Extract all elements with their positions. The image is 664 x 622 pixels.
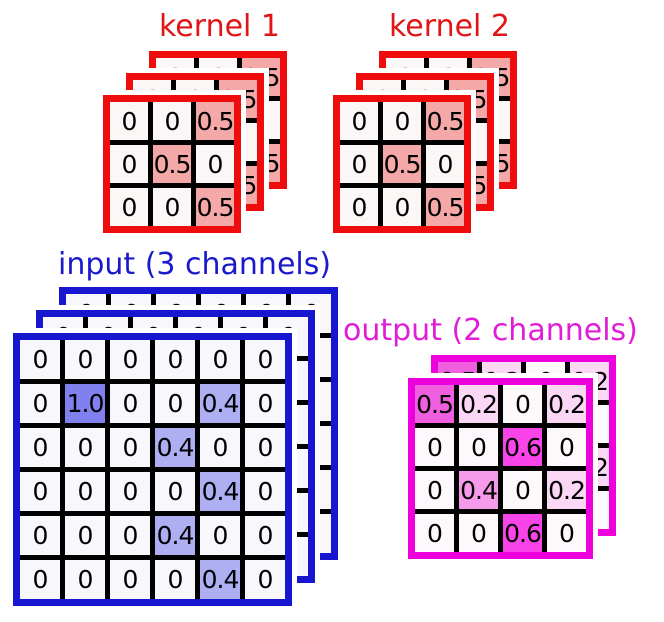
matrix-cell: 0.4 [155, 516, 195, 555]
matrix-cell: 0.6 [503, 428, 542, 466]
matrix-cell: 0 [65, 516, 105, 555]
matrix-cell: 0.5 [196, 102, 234, 140]
kernel2-title: kernel 2 [389, 9, 510, 44]
matrix-cell: 0.5 [196, 188, 234, 226]
matrix-cell: 0.5 [153, 145, 191, 183]
matrix-cell: 0.5 [383, 145, 421, 183]
matrix-cell: 0 [547, 514, 586, 552]
output-layer-1: 0.5 0.2 0 0.2 0 0 0.6 0 0 0.4 0 0.2 0 0 0.6 0 [408, 378, 593, 559]
matrix-cell: 0 [20, 516, 60, 555]
matrix-cell: 0 [245, 428, 285, 467]
matrix-cell: 0 [20, 340, 60, 379]
matrix-cell: 0.4 [155, 428, 195, 467]
matrix-cell: 0 [110, 102, 148, 140]
output-title: output (2 channels) [343, 313, 638, 348]
matrix-cell: 0 [110, 472, 150, 511]
input-title: input (3 channels) [58, 247, 332, 282]
kernel1-title: kernel 1 [159, 9, 280, 44]
kernel1-layer-1: 0 0 0.5 0 0.5 0 0 0 0.5 [103, 95, 241, 233]
matrix-cell: 0 [20, 428, 60, 467]
matrix-cell: 0 [110, 340, 150, 379]
matrix-cell: 0 [155, 340, 195, 379]
matrix-cell: 0.4 [200, 472, 240, 511]
matrix-cell: 0 [415, 471, 454, 509]
matrix-cell: 0 [20, 384, 60, 423]
matrix-cell: 0.4 [459, 471, 498, 509]
matrix-cell: 0 [503, 385, 542, 423]
input-layer-1: 0 0 0 0 0 0 0 1.0 0 0 0.4 0 0 0 0 0.4 0 0 0 0 0 0 0.4 0 0 0 0 0.4 0 0… [13, 333, 292, 606]
matrix-cell: 0 [110, 560, 150, 599]
matrix-cell: 0 [65, 472, 105, 511]
matrix-cell: 0 [155, 472, 195, 511]
matrix-cell: 0 [110, 188, 148, 226]
matrix-cell: 0 [65, 560, 105, 599]
matrix-cell: 0 [459, 514, 498, 552]
matrix-cell: 0 [65, 428, 105, 467]
matrix-cell: 0 [415, 428, 454, 466]
matrix-cell: 0 [340, 145, 378, 183]
matrix-cell: 0 [155, 560, 195, 599]
matrix-cell: 0 [20, 560, 60, 599]
matrix-cell: 0.6 [503, 514, 542, 552]
matrix-cell: 0 [383, 102, 421, 140]
matrix-cell: 0 [547, 428, 586, 466]
matrix-cell: 0 [110, 428, 150, 467]
matrix-cell: 0 [65, 340, 105, 379]
matrix-cell: 0 [196, 145, 234, 183]
matrix-cell: 0 [340, 188, 378, 226]
matrix-cell: 0 [426, 145, 464, 183]
matrix-cell: 0 [415, 514, 454, 552]
matrix-cell: 0.5 [415, 385, 454, 423]
matrix-cell: 0.2 [547, 385, 586, 423]
matrix-cell: 0 [245, 472, 285, 511]
matrix-cell: 0 [200, 516, 240, 555]
matrix-cell: 0 [503, 471, 542, 509]
matrix-cell: 0 [20, 472, 60, 511]
matrix-cell: 0.5 [426, 188, 464, 226]
matrix-cell: 0 [245, 340, 285, 379]
matrix-cell: 0 [383, 188, 421, 226]
matrix-cell: 0 [245, 560, 285, 599]
matrix-cell: 1.0 [65, 384, 105, 423]
matrix-cell: 0 [200, 428, 240, 467]
matrix-cell: 0.2 [547, 471, 586, 509]
matrix-cell: 0 [245, 384, 285, 423]
matrix-cell: 0 [110, 145, 148, 183]
matrix-cell: 0.4 [200, 384, 240, 423]
matrix-cell: 0.5 [426, 102, 464, 140]
matrix-cell: 0 [245, 516, 285, 555]
matrix-cell: 0 [110, 516, 150, 555]
matrix-cell: 0.2 [459, 385, 498, 423]
matrix-cell: 0.4 [200, 560, 240, 599]
matrix-cell: 0 [110, 384, 150, 423]
matrix-cell: 0 [459, 428, 498, 466]
matrix-cell: 0 [153, 188, 191, 226]
matrix-cell: 0 [200, 340, 240, 379]
matrix-cell: 0 [153, 102, 191, 140]
kernel2-layer-1: 0 0 0.5 0 0.5 0 0 0 0.5 [333, 95, 471, 233]
matrix-cell: 0 [155, 384, 195, 423]
matrix-cell: 0 [340, 102, 378, 140]
